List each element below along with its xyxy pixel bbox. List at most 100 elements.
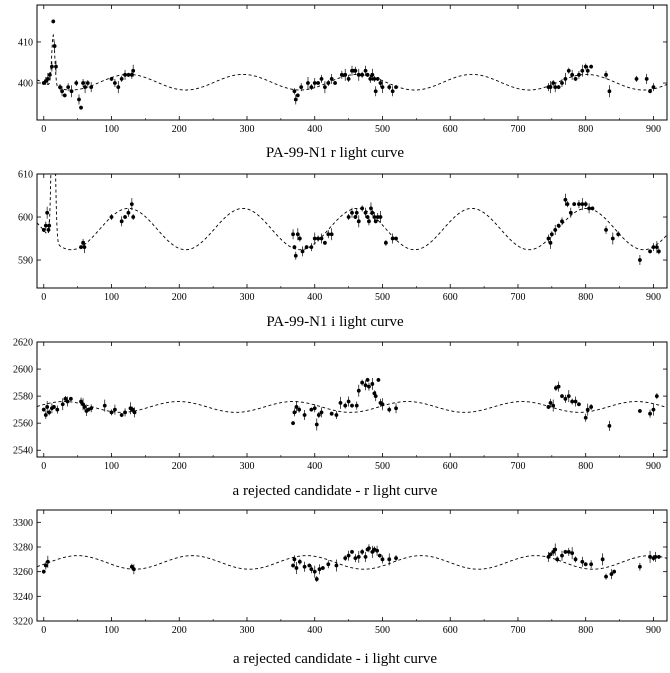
data-point — [589, 64, 594, 69]
data-point — [131, 68, 136, 73]
data-point — [548, 552, 553, 557]
data-point — [60, 89, 64, 94]
data-point — [126, 72, 131, 77]
x-tick-label: 0 — [41, 124, 46, 135]
data-point — [314, 577, 319, 581]
data-point — [312, 406, 317, 411]
data-point — [604, 574, 608, 579]
data-point — [295, 93, 300, 98]
x-tick-label: 100 — [104, 292, 119, 303]
plot-frame — [36, 341, 668, 458]
panel-caption: PA-99-N1 r light curve — [265, 145, 405, 161]
data-point — [319, 236, 324, 241]
data-point — [316, 81, 321, 85]
x-tick-label: 300 — [240, 625, 255, 636]
data-point — [548, 400, 553, 405]
data-point — [343, 72, 348, 77]
data-point — [370, 72, 375, 77]
data-point — [119, 77, 124, 81]
x-tick-label: 400 — [307, 625, 322, 636]
y-tick-label: 2580 — [13, 392, 33, 403]
data-point — [74, 81, 79, 85]
data-point — [43, 223, 48, 228]
x-tick-label: 500 — [375, 292, 390, 303]
plot-frame — [36, 173, 668, 289]
x-tick-label: 800 — [578, 461, 593, 472]
data-point — [360, 380, 365, 385]
data-point — [62, 93, 67, 98]
y-tick-label: 3260 — [13, 567, 33, 578]
data-point — [560, 81, 564, 85]
data-point — [356, 219, 361, 224]
y-tick-label: 2600 — [13, 365, 33, 376]
data-point — [577, 202, 581, 207]
x-tick-label: 100 — [104, 461, 119, 472]
data-point — [607, 89, 612, 94]
data-point — [553, 547, 558, 552]
panel-caption: a rejected candidate - r light curve — [232, 483, 438, 499]
data-point — [360, 550, 365, 554]
data-point — [312, 236, 317, 241]
data-point — [343, 403, 348, 408]
data-point — [123, 410, 127, 415]
x-tick-label: 500 — [375, 461, 390, 472]
data-point — [45, 559, 50, 564]
data-point — [570, 399, 575, 404]
data-point — [380, 402, 385, 407]
data-point — [604, 228, 608, 232]
data-point — [339, 72, 344, 77]
y-tick-label: 2560 — [13, 419, 33, 430]
data-point — [546, 236, 551, 241]
data-point — [563, 550, 568, 554]
data-point — [346, 553, 351, 558]
data-point — [375, 215, 380, 219]
x-tick-label: 700 — [510, 461, 525, 472]
data-point — [297, 407, 302, 412]
data-point — [638, 258, 642, 262]
data-point — [654, 245, 659, 250]
data-point — [297, 559, 302, 564]
panel-i-light-curve-pa99: 0 100 200 300 400 500 600 700 800 900 590 600 610 PA… — [0, 167, 670, 337]
data-point — [367, 219, 371, 224]
data-point — [648, 89, 652, 94]
y-tick-label: 3240 — [13, 592, 33, 603]
data-point — [556, 85, 561, 90]
data-point — [79, 105, 83, 110]
plot-area — [37, 174, 667, 266]
data-point — [302, 413, 307, 417]
data-point — [553, 228, 558, 232]
data-point — [300, 249, 305, 254]
data-point — [394, 85, 398, 90]
data-point — [653, 554, 658, 559]
data-point — [82, 405, 87, 409]
data-point — [654, 394, 659, 399]
data-point — [372, 215, 377, 219]
data-point — [560, 219, 564, 224]
data-point — [79, 245, 83, 250]
data-point — [556, 223, 561, 228]
data-point — [41, 228, 46, 232]
data-point — [616, 232, 621, 237]
data-point — [566, 394, 571, 399]
plot-area — [37, 19, 667, 110]
data-point — [293, 97, 298, 102]
data-point — [329, 232, 334, 237]
data-point — [312, 569, 317, 574]
data-point — [365, 377, 370, 382]
data-point — [297, 236, 302, 241]
data-point — [292, 89, 297, 94]
data-point — [565, 202, 570, 207]
y-tick-label: 3220 — [13, 617, 33, 628]
data-point — [316, 236, 321, 241]
data-point — [573, 557, 578, 562]
data-point — [43, 413, 48, 417]
data-point — [577, 402, 581, 407]
data-point — [363, 554, 368, 559]
data-point — [326, 232, 331, 237]
data-point — [566, 550, 571, 554]
data-point — [580, 68, 585, 73]
data-point — [52, 44, 57, 48]
data-point — [354, 403, 359, 408]
data-point — [551, 403, 556, 408]
data-point — [85, 81, 90, 85]
